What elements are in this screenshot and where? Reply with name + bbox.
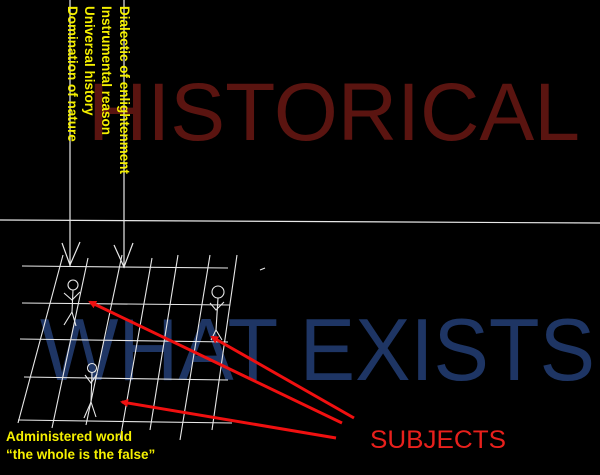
label-dialectic: Dialectic of enlightenment (117, 6, 132, 175)
stick-figure (83, 362, 98, 419)
divider-line (0, 219, 600, 224)
descending-arrows (61, 0, 134, 269)
administered-world-label: Administered world (6, 429, 132, 444)
subjects-label: SUBJECTS (370, 426, 506, 454)
whole-is-false-label: “the whole is the false” (6, 447, 155, 462)
label-instrumental-reason: Instrumental reason (99, 6, 114, 135)
arrow-to-figure-1 (88, 300, 343, 425)
historical-heading: HISTORICAL (88, 67, 580, 158)
arrow-to-grid (120, 399, 337, 440)
what-exists-heading: WHAT EXISTS (40, 300, 595, 399)
arrow-to-figure-2 (210, 335, 355, 420)
administered-grid (17, 254, 266, 441)
label-domination-of-nature: Domination of nature (65, 6, 80, 142)
label-universal-history: Universal history (82, 6, 97, 116)
stick-figure (63, 279, 81, 327)
subject-arrows (88, 300, 355, 440)
arrow-left-head (61, 241, 81, 267)
